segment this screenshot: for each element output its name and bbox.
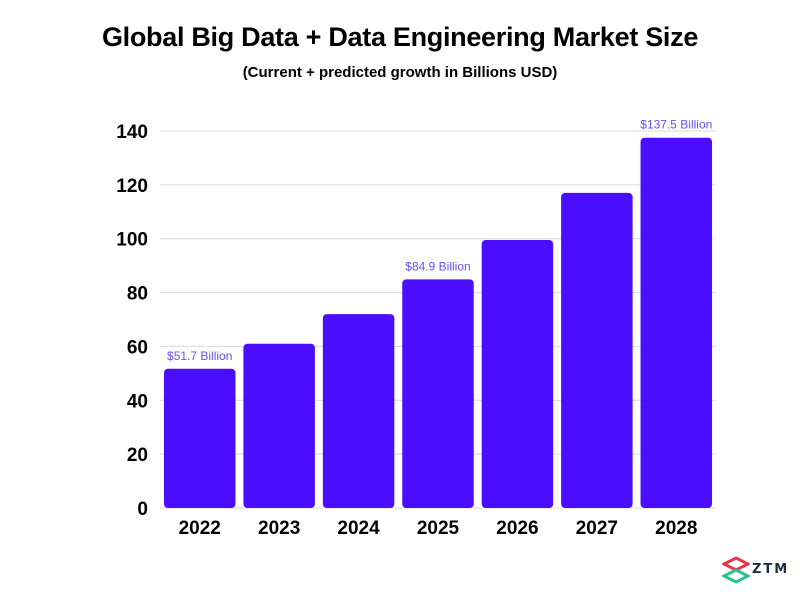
chart-subtitle: (Current + predicted growth in Billions … [242,64,558,81]
data-label: $137.5 Billion [640,118,712,132]
bar-2025 [402,279,474,508]
x-tick-label: 2025 [417,518,460,539]
y-tick-label: 40 [127,391,148,412]
y-axis-ticks: 0 20 40 60 80 100 120 140 [116,122,148,520]
y-tick-label: 80 [127,284,148,305]
x-tick-label: 2022 [179,518,221,539]
x-tick-label: 2026 [496,518,538,539]
bar-2028 [640,137,713,508]
bar-2026 [481,240,554,508]
chart-title: Global Big Data + Data Engineering Marke… [101,22,699,52]
data-label: $51.7 Billion [167,349,232,363]
bar-2023 [243,343,315,508]
x-tick-label: 2027 [576,518,618,539]
x-tick-label: 2028 [655,518,697,539]
x-tick-label: 2024 [337,518,380,539]
bar-2024 [322,314,395,508]
bar-2027 [561,192,633,508]
y-tick-label: 140 [116,122,148,143]
ztm-logo-text: ZTM [752,562,790,577]
x-axis-ticks: 2022 2023 2024 2025 2026 2027 2028 [179,518,698,539]
x-tick-label: 2023 [258,518,300,539]
data-label: $84.9 Billion [405,259,470,273]
y-tick-label: 120 [116,176,148,197]
bar-2022 [163,368,236,508]
ztm-logo: ZTM [720,556,792,586]
y-tick-label: 0 [137,499,148,520]
y-tick-label: 100 [116,230,148,251]
bars [163,137,713,508]
y-tick-label: 20 [127,445,148,466]
y-tick-label: 60 [127,337,148,358]
data-labels: $51.7 Billion $84.9 Billion $137.5 Billion [167,118,712,363]
ztm-logo-icon [720,556,752,584]
